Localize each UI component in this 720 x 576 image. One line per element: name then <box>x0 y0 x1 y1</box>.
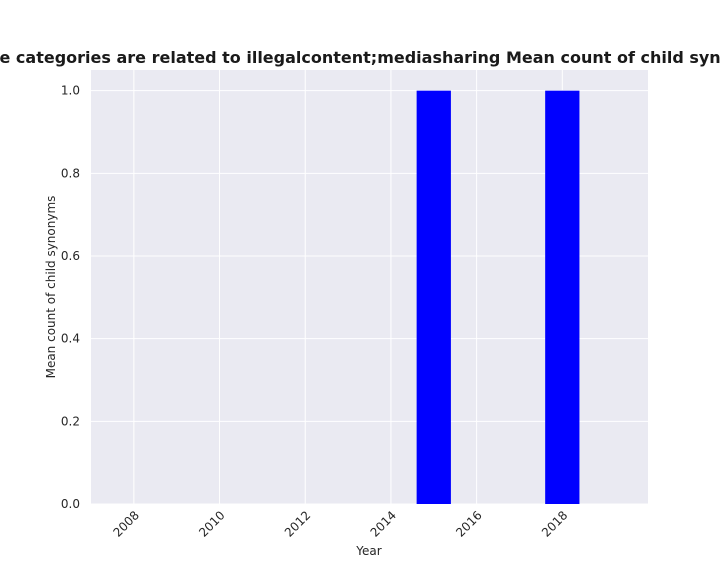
x-axis-label: Year <box>355 544 381 558</box>
chart-title: Percentage of apps whose categories are … <box>0 48 720 67</box>
bars <box>416 90 580 505</box>
y-tick-label: 0.6 <box>61 249 80 263</box>
grid <box>91 70 648 505</box>
y-tick-label: 0.0 <box>61 497 80 511</box>
y-tick-label: 0.2 <box>61 414 80 428</box>
y-axis-label: Mean count of child synonyms <box>44 196 58 379</box>
y-tick-label: 1.0 <box>61 84 80 98</box>
y-tick-label: 0.4 <box>61 332 80 346</box>
x-tick-label: 2018 <box>539 508 570 539</box>
x-tick-label: 2008 <box>110 508 141 539</box>
x-tick-label: 2016 <box>453 508 484 539</box>
x-tick-label: 2010 <box>196 508 227 539</box>
x-tick-label: 2014 <box>368 508 399 539</box>
bar <box>545 90 580 505</box>
y-axis-ticks: 0.0 0.2 0.4 0.6 0.8 1.0 <box>61 84 80 511</box>
bar <box>416 90 451 505</box>
y-tick-label: 0.8 <box>61 166 80 180</box>
x-tick-label: 2012 <box>282 508 313 539</box>
x-axis-ticks: 2008 2010 2012 2014 2016 2018 <box>110 508 570 539</box>
